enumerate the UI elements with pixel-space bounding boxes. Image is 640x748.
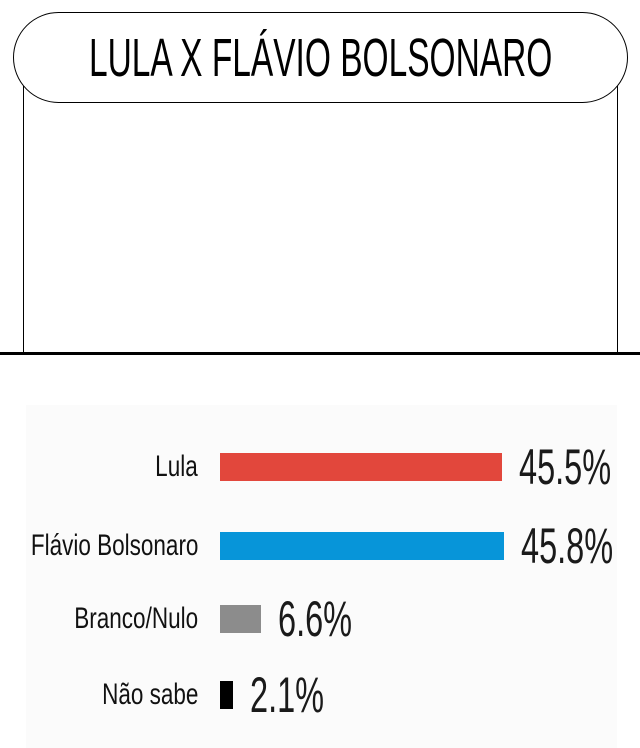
chart-row-branco-nulo: Branco/Nulo 6.6% [0,591,640,647]
category-label: Branco/Nulo [74,602,198,635]
bar-nao-sabe [220,681,233,709]
title-banner: LULA X FLÁVIO BOLSONARO [13,12,628,103]
bar-lula [220,453,502,481]
value-label: 2.1% [250,667,325,723]
category-label: Flávio Bolsonaro [30,529,198,562]
value-label: 45.5% [519,439,612,495]
chart-row-lula: Lula 45.5% [0,439,640,495]
chart-row-nao-sabe: Não sabe 2.1% [0,667,640,723]
bottom-divider-line [0,352,640,355]
category-label: Lula [155,450,198,483]
bar-flavio-bolsonaro [220,532,504,560]
bar-branco-nulo [220,605,261,633]
chart-row-flavio-bolsonaro: Flávio Bolsonaro 45.8% [0,518,640,574]
value-label: 6.6% [278,591,353,647]
category-label: Não sabe [101,678,198,711]
content-box [23,57,618,353]
page-title: LULA X FLÁVIO BOLSONARO [88,27,553,88]
value-label: 45.8% [521,518,614,574]
